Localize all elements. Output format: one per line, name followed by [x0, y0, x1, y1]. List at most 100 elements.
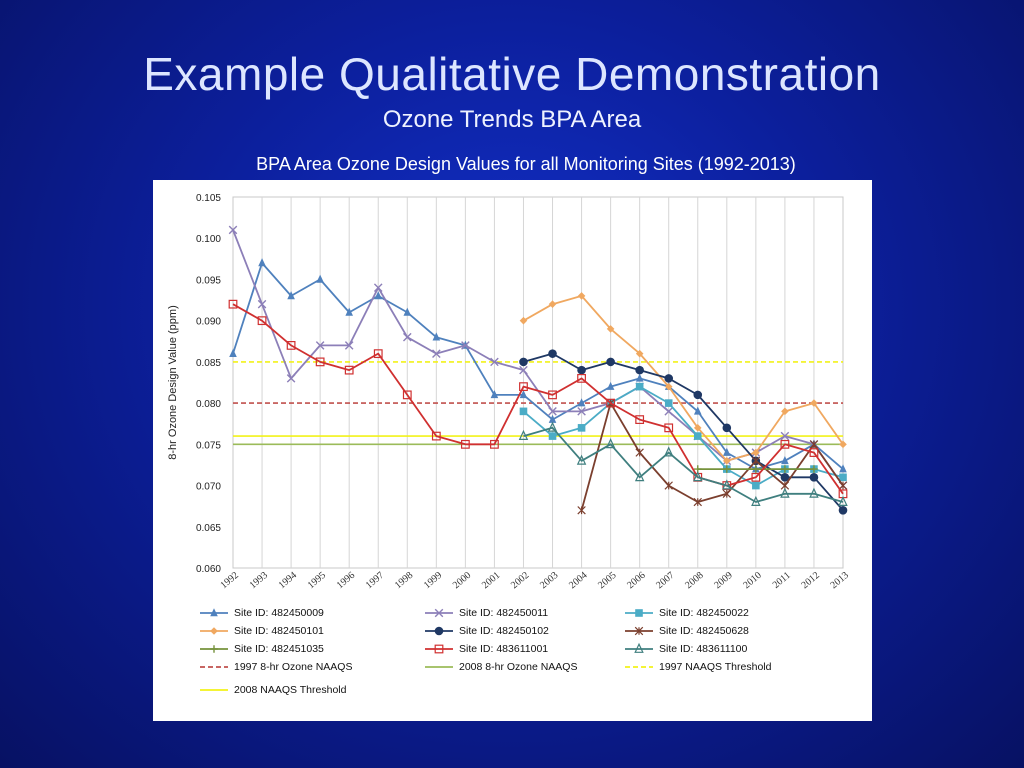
data-point — [606, 398, 616, 408]
series-6 — [693, 465, 818, 473]
data-point — [780, 431, 790, 441]
data-point — [752, 465, 760, 473]
y-tick-label: 0.100 — [196, 234, 221, 245]
data-point — [344, 341, 354, 350]
data-point — [634, 471, 645, 482]
plot-border — [232, 196, 844, 569]
data-point — [490, 357, 499, 367]
data-point — [548, 432, 557, 440]
data-point — [838, 495, 848, 506]
y-axis-label: 8-hr Ozone Design Value (ppm) — [167, 305, 179, 459]
data-point — [780, 473, 790, 482]
data-point — [461, 341, 470, 350]
data-point — [664, 481, 673, 490]
data-point — [809, 473, 819, 482]
x-tick-label: 1998 — [393, 570, 415, 591]
slide-subtitle: Ozone Trends BPA Area — [382, 106, 642, 133]
series-line — [580, 402, 844, 511]
chart-panel: 1992 1993 1994 1995 1996 1997 1998 1999 2000 2001… — [153, 180, 872, 721]
data-point — [210, 645, 218, 653]
data-point — [752, 448, 760, 457]
data-point — [373, 349, 383, 359]
series-8 — [518, 421, 848, 506]
y-tick-label: 0.105 — [196, 193, 221, 204]
data-point — [780, 487, 790, 498]
legend-swatch — [625, 609, 653, 617]
data-point — [809, 448, 819, 457]
data-point — [693, 390, 703, 400]
data-point — [519, 316, 528, 325]
y-tick-label: 0.070 — [196, 482, 221, 493]
x-tick-label: 2008 — [683, 570, 705, 591]
data-point — [606, 325, 615, 333]
data-point — [577, 373, 586, 383]
data-point — [577, 424, 586, 432]
data-point — [752, 481, 760, 490]
data-point — [693, 424, 702, 432]
series-line — [523, 295, 844, 462]
data-point — [781, 407, 789, 416]
data-point — [635, 415, 645, 425]
data-point — [635, 349, 644, 358]
data-point — [434, 644, 444, 654]
slide-title: Example Qualitative Demonstration — [143, 48, 881, 100]
data-point — [257, 299, 267, 309]
data-point — [548, 414, 557, 423]
legend-swatch — [200, 608, 228, 617]
data-point — [723, 447, 731, 456]
data-point — [548, 349, 557, 358]
x-tick-label: 1997 — [364, 570, 386, 591]
x-tick-label: 2013 — [829, 570, 851, 591]
data-point — [634, 626, 644, 636]
series-line — [232, 262, 844, 470]
data-point — [751, 472, 761, 482]
data-point — [258, 258, 266, 267]
data-point — [809, 440, 819, 449]
data-point — [635, 448, 644, 457]
data-point — [751, 456, 761, 466]
data-point — [518, 429, 529, 440]
data-point — [434, 626, 444, 636]
data-point — [286, 341, 296, 350]
data-point — [460, 439, 470, 449]
data-point — [374, 291, 383, 300]
data-point — [434, 608, 444, 618]
x-tick-label: 1994 — [277, 570, 299, 591]
data-point — [345, 307, 353, 316]
data-point — [809, 487, 819, 498]
legend-swatch — [625, 626, 653, 636]
data-point — [751, 495, 761, 506]
legend-swatch — [200, 666, 228, 668]
legend-swatch — [625, 666, 653, 668]
data-point — [634, 642, 644, 653]
data-point — [228, 225, 238, 235]
legend-swatch — [200, 689, 228, 691]
data-point — [838, 505, 848, 515]
data-point — [402, 332, 412, 342]
data-point — [547, 421, 558, 432]
x-tick-label: 2002 — [509, 570, 531, 591]
x-tick-label: 2004 — [567, 570, 589, 591]
chart-title: BPA Area Ozone Design Values for all Mon… — [256, 154, 796, 174]
data-point — [490, 390, 499, 399]
data-point — [228, 299, 238, 309]
data-point — [606, 357, 615, 367]
y-tick-label: 0.080 — [196, 399, 221, 410]
data-point — [519, 407, 528, 416]
x-tick-label: 1999 — [422, 570, 444, 591]
x-tick-label: 1992 — [219, 570, 241, 591]
data-point — [210, 608, 218, 617]
legend-label: Site ID: 482450102 — [459, 625, 549, 637]
data-point — [402, 390, 412, 400]
y-tick-label: 0.085 — [196, 358, 221, 369]
series-3 — [519, 292, 847, 465]
data-point — [315, 341, 325, 350]
legend-swatch — [425, 644, 453, 654]
legend-swatch — [200, 627, 228, 635]
series-line — [232, 303, 844, 495]
data-point — [519, 390, 528, 399]
x-tick-label: 2005 — [596, 570, 618, 591]
x-tick-label: 2003 — [538, 570, 560, 591]
legend-label: 2008 8-hr Ozone NAAQS — [459, 661, 578, 673]
legend-swatch — [425, 626, 453, 636]
